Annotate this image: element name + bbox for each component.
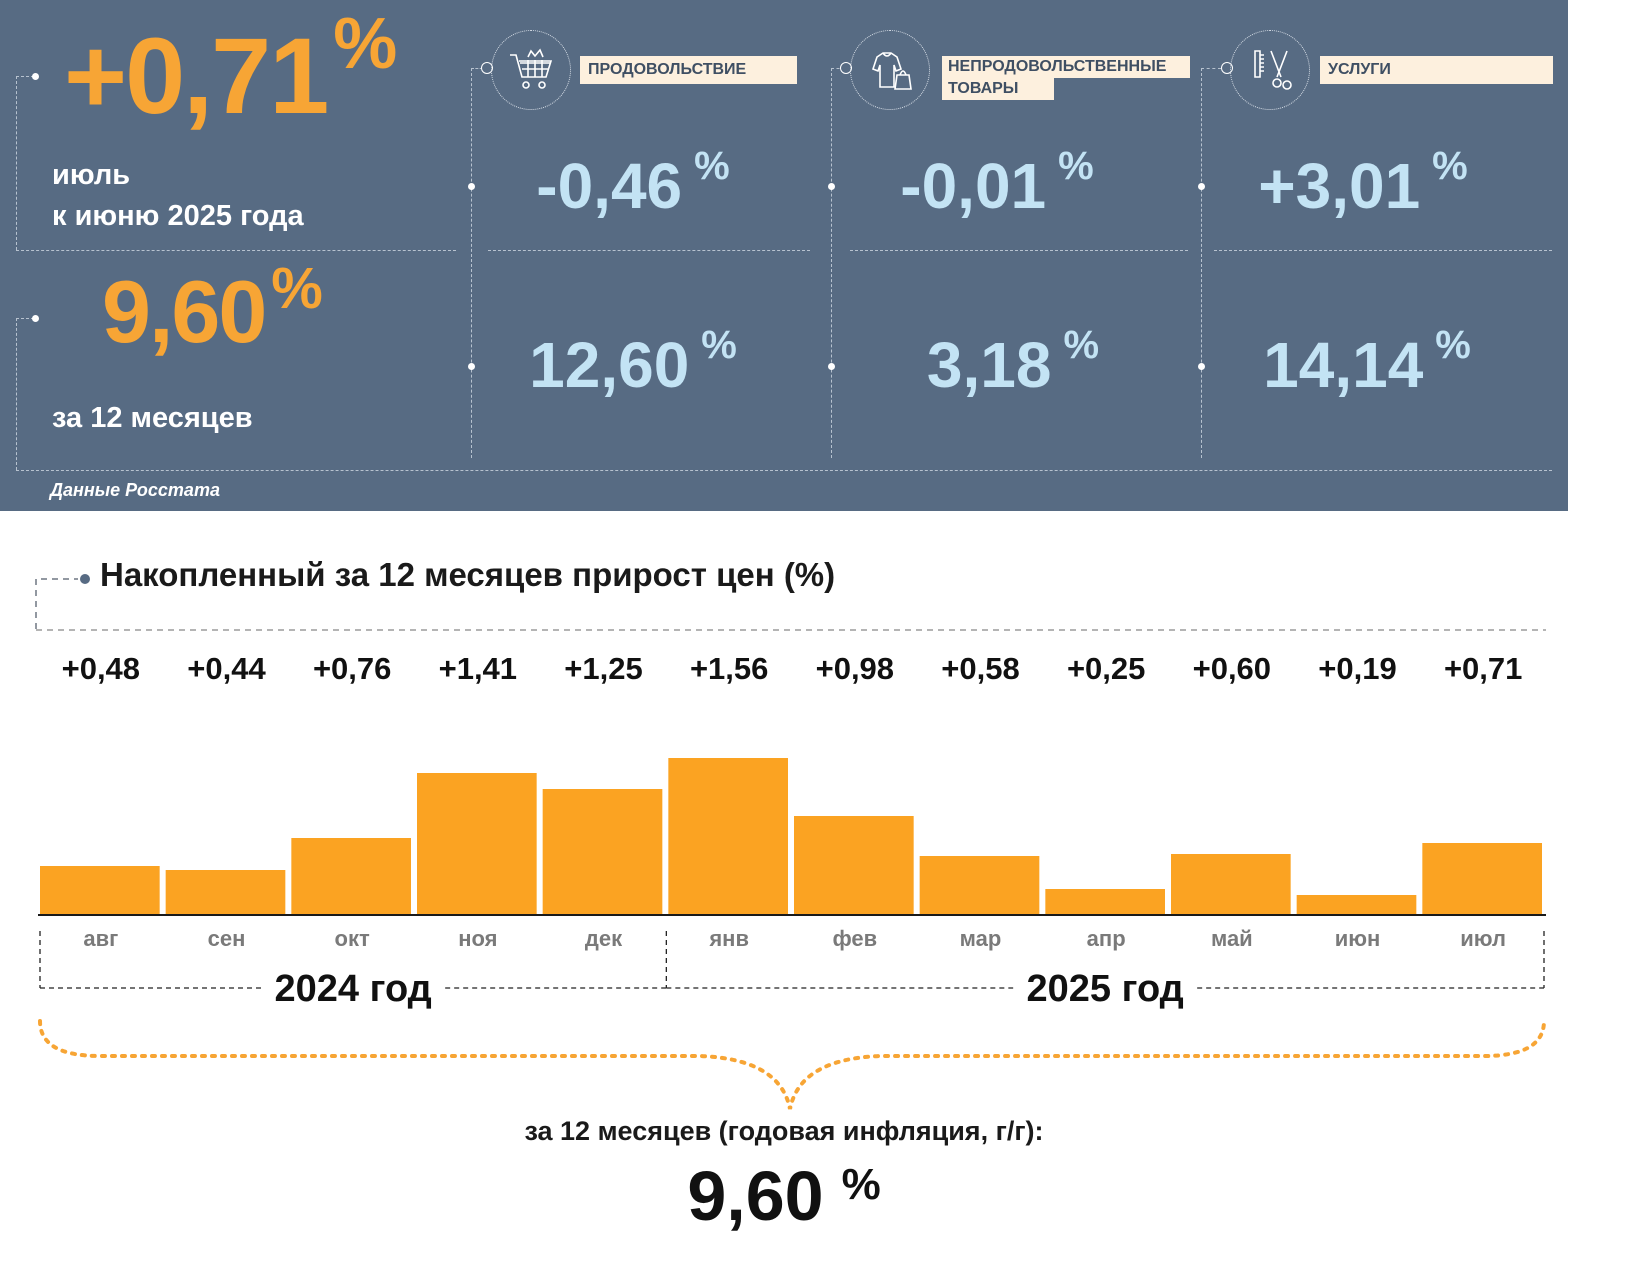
category-label-services: УСЛУГИ bbox=[1320, 56, 1553, 84]
annual-value: 9,60 bbox=[102, 262, 267, 361]
summary-panel: +0,71% июль к июню 2025 года 9,60% за 12… bbox=[0, 0, 1568, 511]
month-label-май: май bbox=[1211, 926, 1253, 951]
frame-line bbox=[1201, 68, 1202, 458]
data-label-сен: +0,44 bbox=[187, 651, 266, 686]
nonfood-monthly-value: -0,01% bbox=[900, 144, 1094, 222]
bar-янв bbox=[668, 758, 788, 914]
title-connector bbox=[35, 578, 78, 629]
bar-июл bbox=[1422, 843, 1542, 914]
data-label-ноя: +1,41 bbox=[439, 651, 517, 686]
bar-авг bbox=[40, 866, 160, 914]
data-label-июн: +0,19 bbox=[1318, 651, 1396, 686]
annual-unit: % bbox=[271, 256, 323, 321]
month-label-апр: апр bbox=[1087, 926, 1126, 951]
month-label-сен: сен bbox=[208, 926, 246, 951]
frame-line bbox=[1214, 250, 1552, 251]
frame-line bbox=[16, 318, 34, 319]
frame-line bbox=[471, 68, 472, 458]
bar-chart: +0,48 авг +0,44 сен +0,76 окт +1,41 ноя +1,25 дек… bbox=[35, 574, 1546, 1110]
month-label-авг: авг bbox=[83, 926, 118, 951]
data-label-апр: +0,25 bbox=[1067, 651, 1145, 686]
connector-dot bbox=[468, 183, 475, 190]
month-label-фев: фев bbox=[832, 926, 877, 951]
month-label-ноя: ноя bbox=[458, 926, 497, 951]
labels-layer: +0,48 авг +0,44 сен +0,76 окт +1,41 ноя +1,25 дек… bbox=[62, 651, 1523, 951]
monthly-headline: +0,71% bbox=[64, 8, 397, 130]
annual-headline: 9,60% bbox=[102, 260, 323, 356]
year-label: 2025 год bbox=[1027, 968, 1184, 1010]
bars-layer bbox=[40, 758, 1542, 914]
frame-line bbox=[831, 68, 845, 69]
month-label-мар: мар bbox=[960, 926, 1002, 951]
annual-total-unit: % bbox=[841, 1160, 881, 1209]
chart-section: +0,48 авг +0,44 сен +0,76 окт +1,41 ноя +1,25 дек… bbox=[0, 511, 1568, 1250]
monthly-value: +0,71 bbox=[64, 15, 329, 136]
data-label-мар: +0,58 bbox=[941, 651, 1019, 686]
month-label-окт: окт bbox=[335, 926, 370, 951]
frame-line bbox=[16, 470, 1552, 471]
frame-line bbox=[850, 250, 1188, 251]
frame-line bbox=[471, 68, 487, 69]
food-annual-value: 12,60% bbox=[529, 323, 737, 401]
title-dot bbox=[80, 574, 90, 584]
monthly-label: июль к июню 2025 года bbox=[52, 155, 304, 237]
bar-ноя bbox=[417, 773, 537, 914]
annual-caption: за 12 месяцев (годовая инфляция, г/г): bbox=[524, 1116, 1044, 1146]
year-label: 2024 год bbox=[275, 968, 432, 1010]
axis-layer: 2024 год 2025 год bbox=[38, 914, 1546, 1110]
data-label-авг: +0,48 bbox=[62, 651, 140, 686]
frame-line bbox=[16, 76, 34, 77]
category-label-nonfood: НЕПРОДОВОЛЬСТВЕННЫЕ ТОВАРЫ bbox=[942, 56, 1190, 100]
data-label-дек: +1,25 bbox=[564, 651, 642, 686]
data-label-янв: +1,56 bbox=[690, 651, 768, 686]
data-label-июл: +0,71 bbox=[1444, 651, 1522, 686]
frame-line bbox=[1201, 68, 1221, 69]
month-label-янв: янв bbox=[708, 926, 749, 951]
data-label-май: +0,60 bbox=[1193, 651, 1271, 686]
chart-title: Накопленный за 12 месяцев прирост цен (%… bbox=[100, 556, 836, 593]
connector-dot bbox=[32, 73, 39, 80]
frame-line bbox=[488, 250, 810, 251]
monthly-unit: % bbox=[333, 4, 398, 84]
scissors-comb-icon bbox=[1230, 30, 1310, 110]
connector-dot bbox=[32, 315, 39, 322]
annual-total: 9,60% bbox=[0, 1156, 1568, 1236]
services-annual-value: 14,14% bbox=[1263, 323, 1471, 401]
shopping-cart-icon bbox=[491, 30, 571, 110]
connector-dot bbox=[828, 183, 835, 190]
food-monthly-value: -0,46% bbox=[536, 144, 730, 222]
annual-label: за 12 месяцев bbox=[52, 402, 253, 434]
annual-total-value: 9,60 bbox=[687, 1157, 824, 1235]
bar-апр bbox=[1045, 889, 1165, 914]
frame-line bbox=[16, 76, 17, 250]
connector-dot bbox=[828, 363, 835, 370]
frame-line bbox=[16, 318, 17, 470]
connector-dot bbox=[1198, 363, 1205, 370]
data-label-фев: +0,98 bbox=[816, 651, 894, 686]
connector-dot bbox=[468, 363, 475, 370]
monthly-label-line2: к июню 2025 года bbox=[52, 200, 304, 232]
bar-окт bbox=[291, 838, 411, 914]
month-label-дек: дек bbox=[585, 926, 623, 951]
period-brace bbox=[38, 1019, 1546, 1110]
bar-мар bbox=[919, 856, 1040, 914]
month-label-июн: июн bbox=[1335, 926, 1381, 951]
clothes-bag-icon bbox=[850, 30, 930, 110]
data-label-окт: +0,76 bbox=[313, 651, 391, 686]
month-label-июл: июл bbox=[1460, 926, 1506, 951]
connector-dot bbox=[1198, 183, 1205, 190]
frame-line bbox=[831, 68, 832, 458]
services-monthly-value: +3,01% bbox=[1258, 144, 1468, 222]
frame-line bbox=[16, 250, 456, 251]
monthly-label-line1: июль bbox=[52, 159, 131, 191]
bar-фев bbox=[794, 816, 914, 914]
source-note: Данные Росстата bbox=[50, 480, 220, 500]
bar-сен bbox=[165, 870, 286, 914]
bar-июн bbox=[1296, 895, 1417, 914]
nonfood-annual-value: 3,18% bbox=[926, 323, 1100, 401]
bar-май bbox=[1171, 854, 1291, 914]
category-label-food: ПРОДОВОЛЬСТВИЕ bbox=[580, 56, 797, 84]
bar-дек bbox=[542, 789, 663, 914]
